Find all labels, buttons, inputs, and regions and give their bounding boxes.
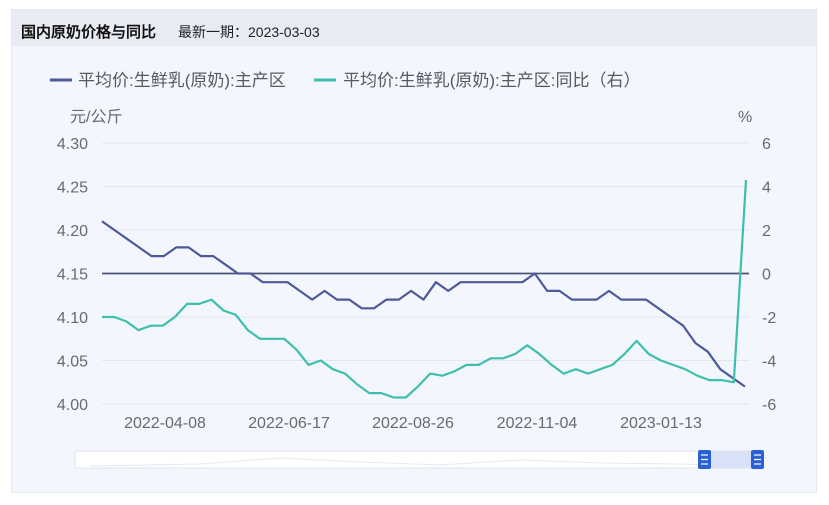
y-right-tick-label: 6 bbox=[762, 136, 771, 153]
zoom-slider-selection bbox=[705, 451, 757, 468]
chart-header: 国内原奶价格与同比 最新一期：2023-03-03 bbox=[12, 10, 816, 46]
legend-label-2: 平均价:生鲜乳(原奶):主产区:同比（右） bbox=[343, 71, 641, 90]
x-tick-label: 2022-06-17 bbox=[248, 415, 330, 432]
y-left-axis-label: 元/公斤 bbox=[70, 108, 122, 126]
x-tick-label: 2022-11-04 bbox=[497, 415, 578, 432]
zoom-slider-track bbox=[74, 450, 763, 469]
y-right-tick-label: -2 bbox=[762, 310, 776, 327]
latest-period: 最新一期：2023-03-03 bbox=[178, 22, 320, 42]
y-left-tick-label: 4.15 bbox=[57, 267, 88, 284]
series-line-2 bbox=[102, 179, 748, 399]
latest-date: 2023-03-03 bbox=[248, 24, 320, 40]
y-right-axis-label: % bbox=[738, 109, 752, 126]
latest-label: 最新一期： bbox=[178, 24, 248, 40]
y-left-tick-label: 4.25 bbox=[57, 180, 88, 197]
y-left-tick-label: 4.05 bbox=[57, 354, 88, 371]
x-tick-label: 2022-08-26 bbox=[372, 415, 454, 432]
y-left-tick-label: 4.20 bbox=[57, 223, 88, 240]
x-tick-label: 2023-01-13 bbox=[620, 415, 702, 432]
series-line-1 bbox=[101, 220, 746, 388]
zoom-slider-preview bbox=[89, 457, 746, 467]
x-tick-label: 2022-04-08 bbox=[124, 415, 206, 432]
y-left-tick-label: 4.10 bbox=[57, 310, 88, 327]
chart-title: 国内原奶价格与同比 bbox=[21, 24, 157, 41]
y-right-tick-label: -6 bbox=[762, 397, 776, 414]
y-right-tick-label: 0 bbox=[762, 267, 771, 284]
y-left-tick-label: 4.30 bbox=[57, 136, 88, 153]
y-right-tick-label: 4 bbox=[762, 180, 771, 197]
legend-label-1: 平均价:生鲜乳(原奶):主产区 bbox=[78, 71, 286, 90]
y-right-tick-label: -4 bbox=[762, 354, 776, 371]
y-right-tick-label: 2 bbox=[762, 223, 771, 240]
y-left-tick-label: 4.00 bbox=[57, 397, 88, 414]
